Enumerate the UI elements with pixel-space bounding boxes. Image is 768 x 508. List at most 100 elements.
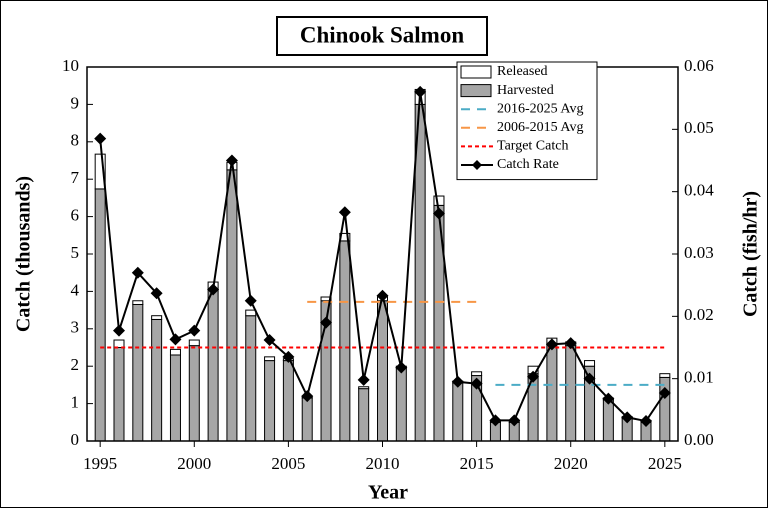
bar	[188, 345, 200, 442]
catch-rate-marker	[508, 414, 521, 427]
y-tick-label: 3	[71, 318, 80, 337]
catch-rate-marker	[414, 85, 427, 98]
x-tick-label: 2000	[177, 454, 211, 473]
catch-rate-marker	[395, 361, 408, 374]
catch-rate-marker	[169, 333, 182, 346]
x-tick-label: 2020	[554, 454, 588, 473]
bar	[339, 240, 351, 442]
bar	[659, 376, 671, 442]
legend-label: Released	[497, 64, 548, 79]
bar	[659, 373, 671, 378]
catch-rate-marker	[263, 334, 276, 347]
y2-tick-label: 0.06	[684, 56, 714, 75]
catch-rate-marker	[338, 206, 351, 219]
catch-rate-marker	[527, 370, 540, 383]
catch-rate-marker	[282, 350, 295, 363]
catch-rate-marker	[94, 132, 107, 145]
bar	[395, 367, 407, 442]
y2-axis-title: Catch (fish/hr)	[740, 191, 762, 317]
catch-rate-marker	[301, 390, 314, 403]
catch-rate-marker	[564, 337, 577, 350]
catch-rate-marker	[621, 411, 634, 424]
catch-rate-marker	[489, 414, 502, 427]
bar	[358, 386, 370, 390]
legend-label: Harvested	[497, 83, 554, 98]
catch-rate-marker	[658, 387, 671, 400]
bar	[188, 339, 200, 347]
catch-rate-marker	[470, 377, 483, 390]
catch-rate-marker	[545, 338, 558, 351]
y-tick-label: 8	[71, 131, 80, 150]
legend-label: Catch Rate	[497, 157, 559, 172]
x-tick-label: 1995	[83, 454, 117, 473]
bar	[358, 388, 370, 442]
x-tick-label: 2015	[460, 454, 494, 473]
y-tick-label: 0	[71, 430, 80, 449]
y2-tick-label: 0.04	[684, 181, 714, 200]
bar	[377, 300, 388, 442]
bar	[264, 356, 276, 362]
bar	[132, 303, 144, 442]
bar	[584, 360, 596, 367]
y-tick-label: 10	[62, 56, 79, 75]
bar	[301, 397, 313, 442]
catch-rate-marker	[207, 283, 220, 296]
catch-rate-marker	[432, 207, 445, 220]
bar	[282, 360, 294, 442]
catch-rate-marker	[244, 294, 257, 307]
x-tick-label: 2025	[648, 454, 682, 473]
bar	[113, 339, 125, 348]
bar	[113, 347, 125, 442]
x-tick-label: 2010	[366, 454, 400, 473]
legend-swatch	[460, 84, 492, 98]
bar	[132, 300, 144, 305]
y2-tick-label: 0.05	[684, 118, 714, 137]
x-axis-title: Year	[368, 482, 408, 504]
bar	[452, 382, 464, 442]
bar	[94, 153, 106, 190]
catch-rate-marker	[583, 372, 596, 385]
bar	[207, 289, 219, 442]
catch-rate-marker	[150, 287, 163, 300]
bar	[245, 315, 257, 442]
catch-rate-marker	[320, 316, 333, 329]
catch-rate-marker	[188, 324, 201, 337]
bar	[151, 315, 163, 320]
catch-rate-marker	[376, 289, 389, 302]
bar	[565, 345, 577, 442]
catch-rate-marker	[451, 375, 464, 388]
legend-box	[456, 61, 598, 181]
y2-tick-label: 0.01	[684, 368, 714, 387]
catch-rate-marker	[112, 324, 125, 337]
y-tick-label: 2	[71, 355, 80, 374]
catch-rate-marker	[225, 154, 238, 167]
legend-marker	[472, 160, 482, 170]
y-tick-label: 4	[71, 280, 80, 299]
bar	[226, 169, 238, 442]
y-axis-title: Catch (thousands)	[13, 176, 35, 332]
bar	[546, 343, 558, 442]
y-tick-label: 9	[71, 93, 80, 112]
bar	[433, 195, 445, 206]
bar	[94, 188, 106, 442]
bar	[245, 309, 257, 317]
bar	[169, 354, 181, 442]
y-tick-label: 6	[71, 206, 80, 225]
legend-label: Target Catch	[497, 139, 568, 154]
y2-tick-label: 0.00	[684, 430, 714, 449]
y-tick-label: 5	[71, 243, 80, 262]
catch-rate-marker	[602, 392, 615, 405]
bar	[151, 318, 163, 442]
legend-swatch	[460, 65, 492, 79]
title-box	[276, 16, 488, 56]
legend-label: 2006-2015 Avg	[497, 120, 583, 135]
y2-tick-label: 0.02	[684, 305, 714, 324]
x-tick-label: 2005	[271, 454, 305, 473]
catch-rate-marker	[131, 266, 144, 279]
catch-rate-marker	[357, 373, 370, 386]
y-tick-label: 7	[71, 168, 80, 187]
y2-tick-label: 0.03	[684, 243, 714, 262]
bar	[471, 371, 483, 377]
bar	[264, 360, 276, 442]
